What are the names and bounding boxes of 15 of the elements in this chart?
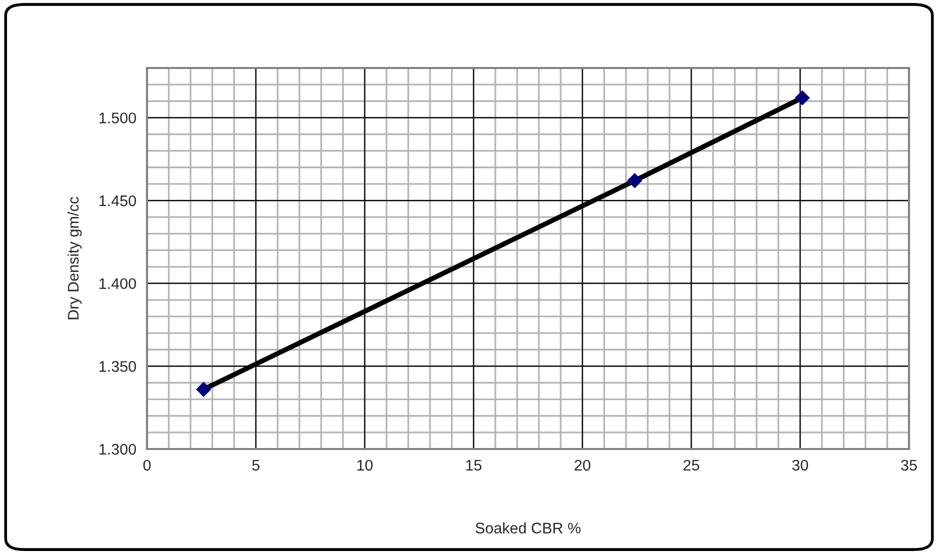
x-tick-label: 10 [357, 460, 373, 471]
x-tick-label: 20 [574, 460, 590, 471]
y-tick-label: 1.350 [100, 361, 136, 372]
y-axis-title: Dry Density gm/cc [67, 196, 82, 320]
x-tick-label: 5 [252, 460, 260, 471]
y-tick-label: 1.500 [100, 112, 136, 124]
x-tick-label: 15 [466, 460, 482, 471]
x-tick-label: 25 [684, 460, 700, 471]
y-tick-label: 1.400 [100, 278, 136, 290]
x-tick-label: 0 [143, 460, 151, 471]
y-tick-label: 1.450 [100, 195, 136, 206]
x-axis-title: Soaked CBR % [476, 522, 581, 534]
x-tick-label: 30 [792, 460, 808, 471]
x-tick-label: 35 [901, 460, 917, 471]
y-tick-label: 1.300 [100, 444, 136, 455]
